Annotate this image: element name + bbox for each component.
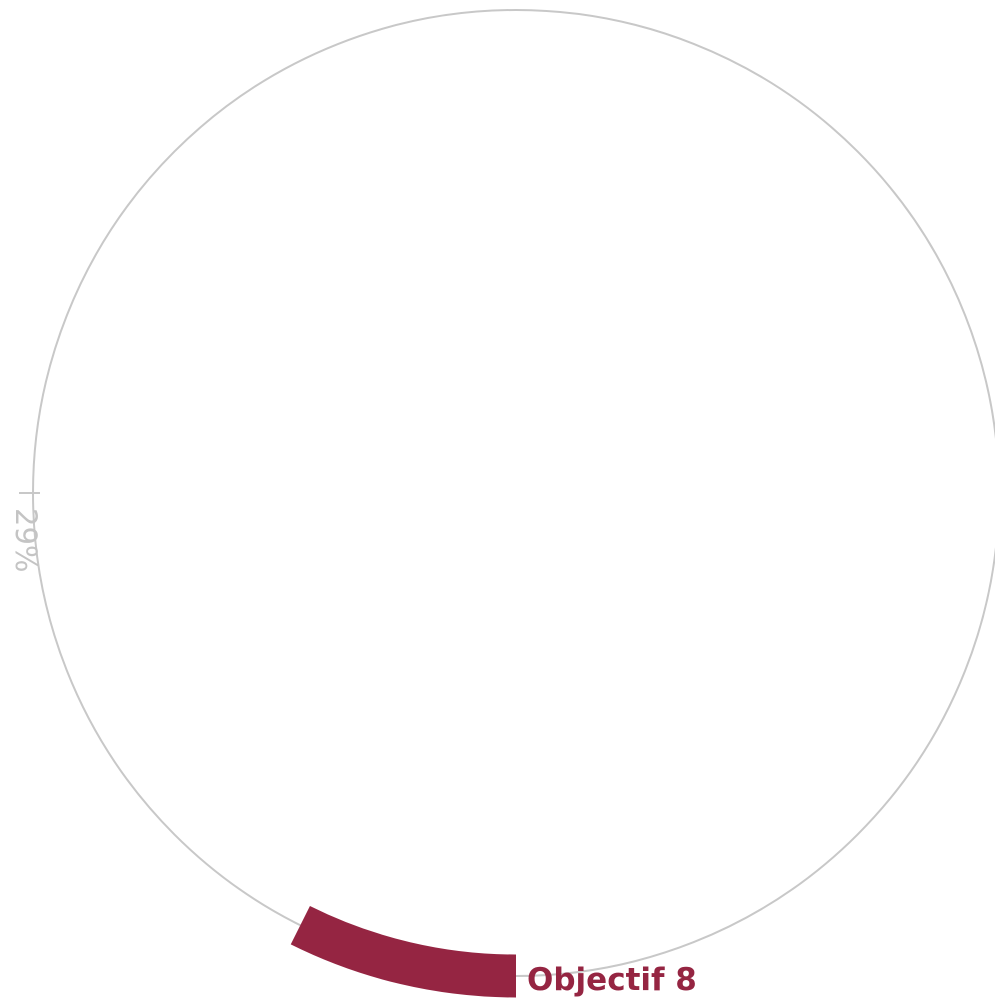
objective-label: Objectif 8 bbox=[527, 962, 697, 998]
progress-arc bbox=[290, 905, 517, 998]
percent-label: 29% bbox=[9, 508, 43, 572]
track-ring bbox=[32, 9, 995, 977]
